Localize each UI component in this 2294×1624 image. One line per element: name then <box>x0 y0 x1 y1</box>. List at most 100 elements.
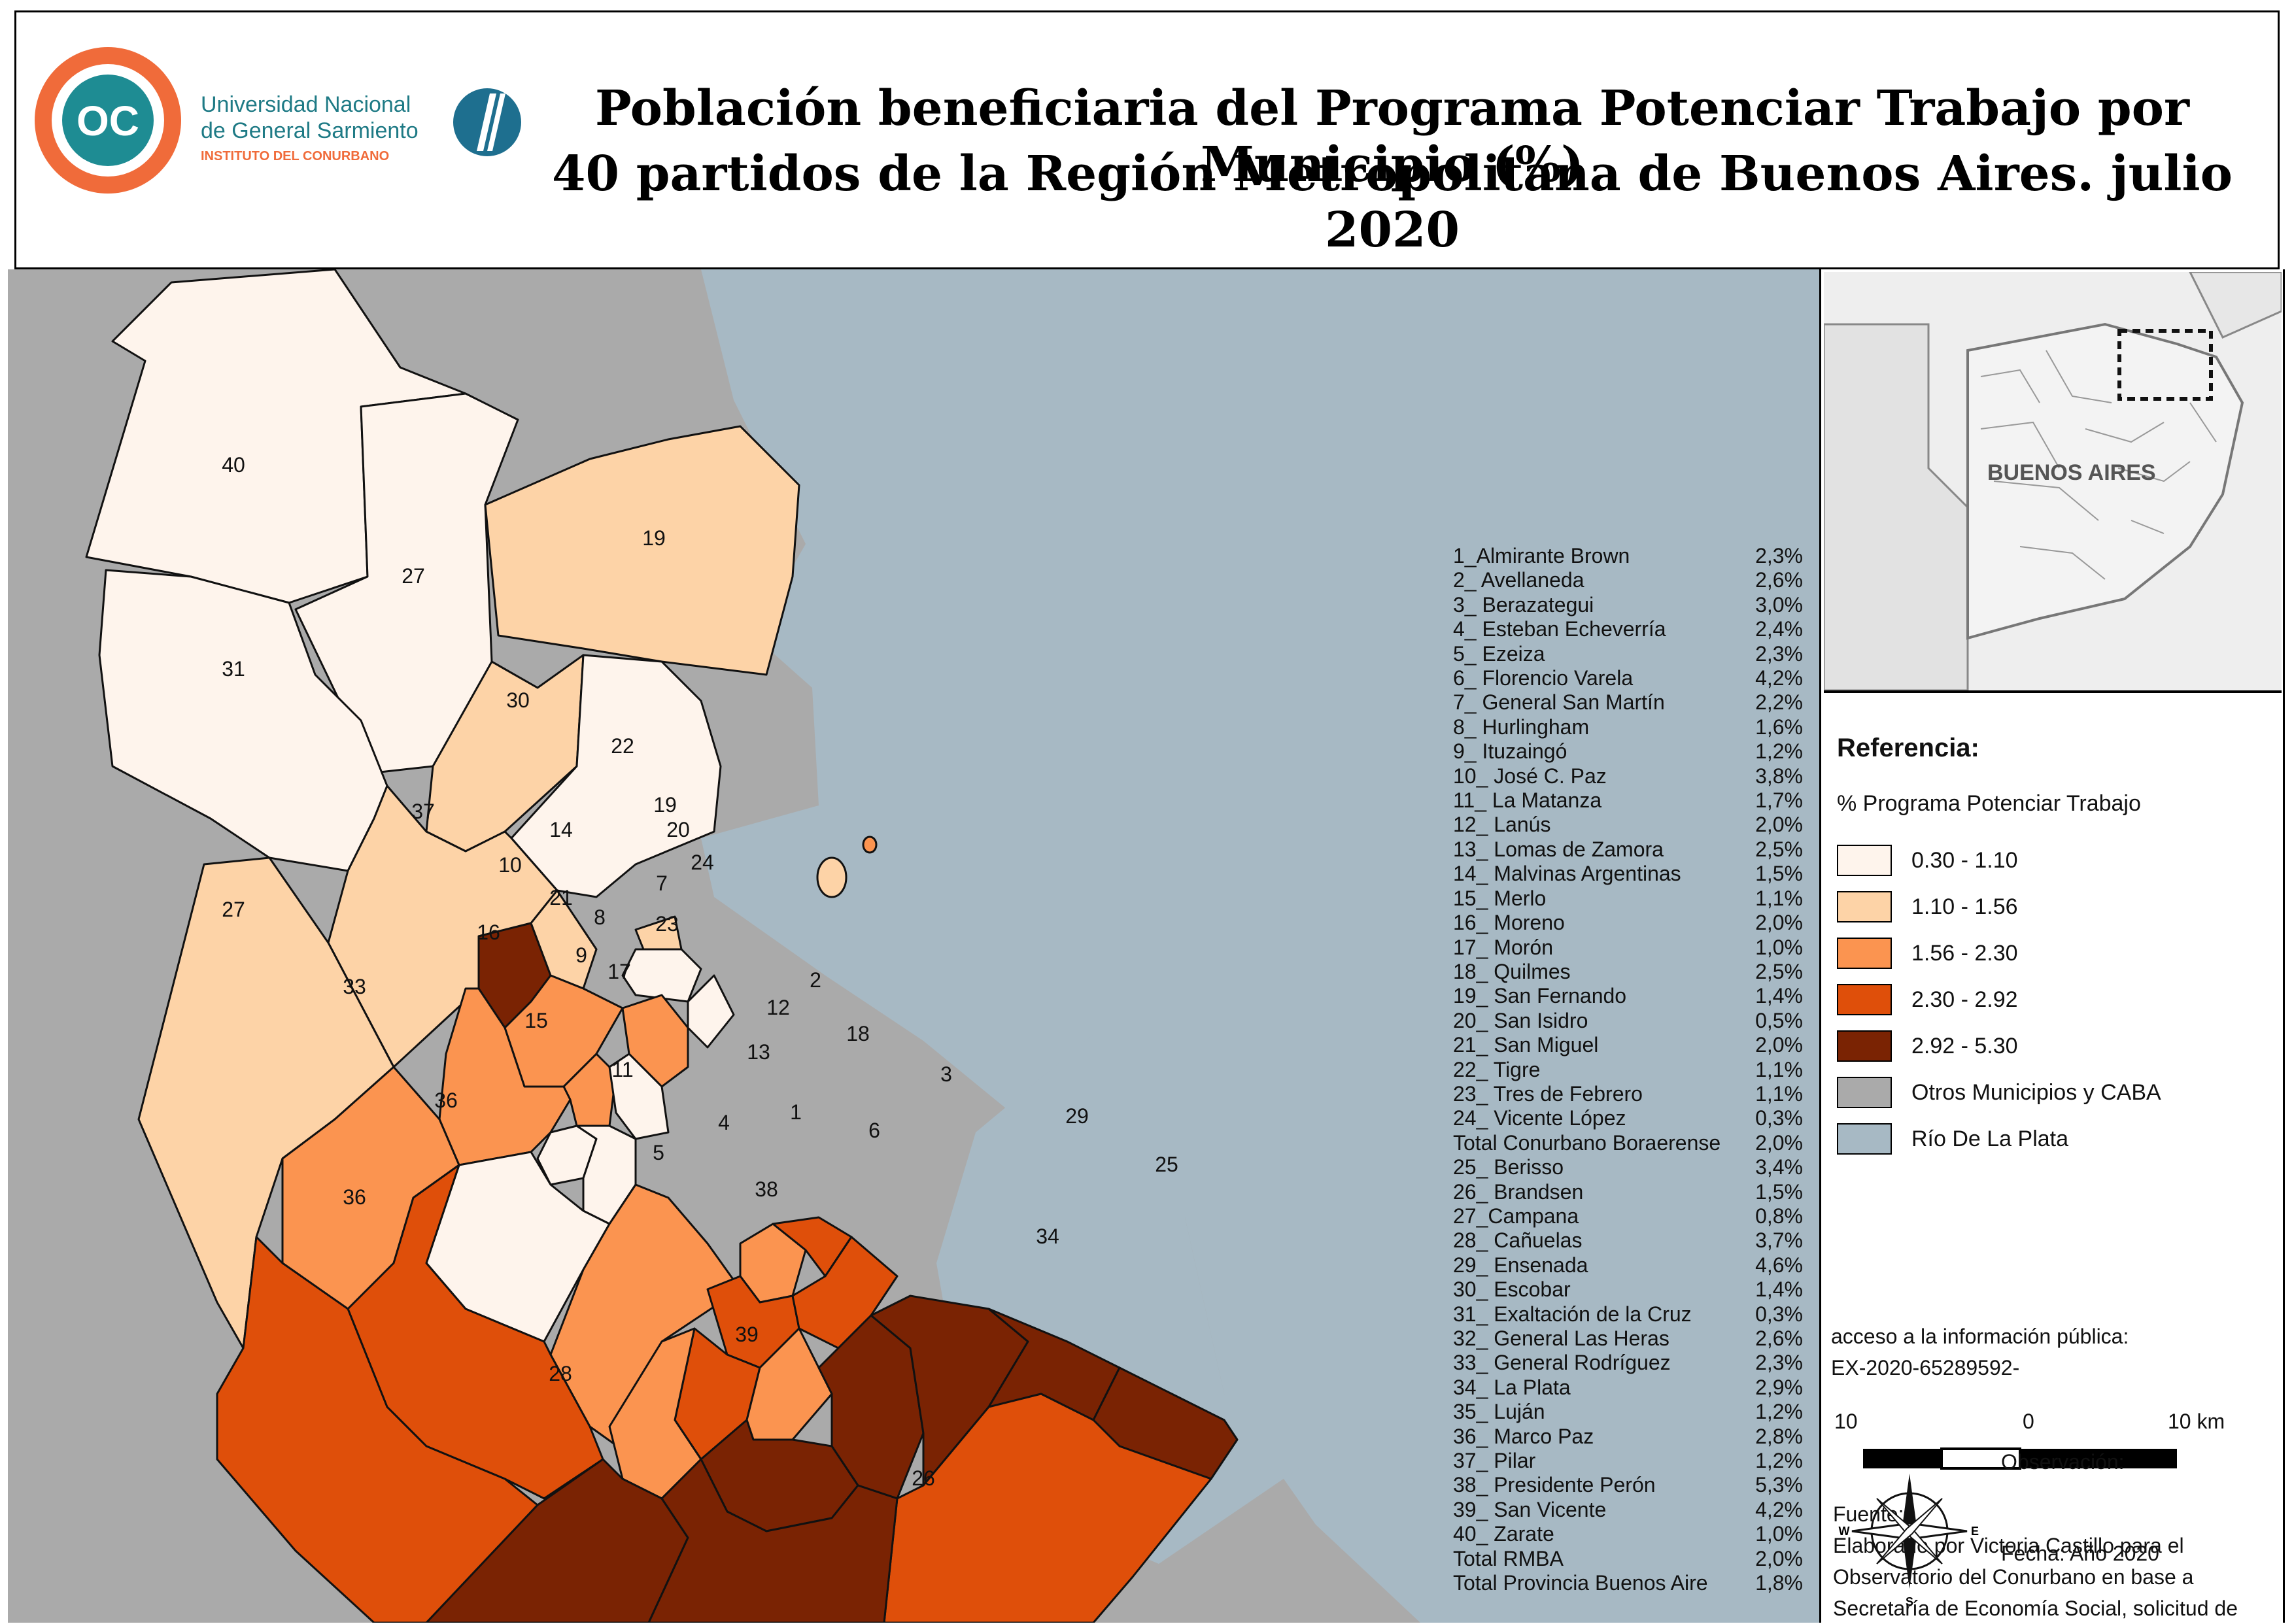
legend-swatch <box>1837 984 1892 1015</box>
stat-name: 19_ San Fernando <box>1453 984 1627 1008</box>
stat-name: 13_ Lomas de Zamora <box>1453 837 1664 861</box>
source-line2: Observatorio del Conurbano en base a <box>1833 1565 2194 1589</box>
stat-value: 2,5% <box>1755 837 1803 861</box>
stat-row: 20_ San Isidro 0,5% <box>1453 1009 1803 1033</box>
stat-value: 0,3% <box>1755 1106 1803 1130</box>
stat-name: 25_ Berisso <box>1453 1155 1564 1179</box>
inset-locator-map: BUENOS AIRES <box>1824 272 2282 693</box>
stat-value: 2,3% <box>1755 1351 1803 1375</box>
label-m18: 18 <box>846 1022 870 1045</box>
stat-row: 24_ Vicente López 0,3% <box>1453 1106 1803 1130</box>
scale-seg-2 <box>1940 1447 2021 1470</box>
map-title-line1: Población beneficiaria del Programa Pote… <box>595 80 2189 193</box>
stat-value: 2,0% <box>1755 1546 1803 1570</box>
stat-value: 4,2% <box>1755 1497 1803 1521</box>
stat-value: 2,0% <box>1755 1033 1803 1057</box>
inset-uruguay <box>2189 272 2282 339</box>
inset-rmba-box <box>2117 329 2213 401</box>
municipio-16 <box>438 987 572 1166</box>
institution-line1: Universidad Nacional <box>201 92 411 117</box>
map-title-line2: 40 partidos de la Región Metropolitana d… <box>551 146 2233 258</box>
label-m13: 13 <box>747 1040 770 1064</box>
stat-value: 0,8% <box>1755 1204 1803 1228</box>
stat-row: 8_ Hurlingham 1,6% <box>1453 715 1803 739</box>
stat-row: 10_ José C. Paz 3,8% <box>1453 764 1803 788</box>
label-m9: 9 <box>575 943 587 967</box>
label-m29: 29 <box>1065 1104 1089 1128</box>
stat-name: 40_ Zarate <box>1453 1522 1554 1546</box>
label-m1: 1 <box>790 1100 802 1124</box>
label-m25: 25 <box>1155 1153 1178 1176</box>
stat-row: 19_ San Fernando 1,4% <box>1453 984 1803 1008</box>
municipio-22 <box>510 654 722 898</box>
rio-de-la-plata <box>701 269 1819 1623</box>
stat-value: 1,0% <box>1755 1522 1803 1546</box>
stat-row: 40_ Zarate 1,0% <box>1453 1522 1803 1546</box>
inset-province-outline <box>1966 322 2244 640</box>
label-m3: 3 <box>940 1062 952 1086</box>
scale-seg-1 <box>1863 1449 1942 1468</box>
stat-name: 8_ Hurlingham <box>1453 715 1590 739</box>
stat-name: Total Conurbano Boraerense <box>1453 1130 1721 1155</box>
stat-name: 2_ Avellaneda <box>1453 568 1584 592</box>
stat-value: 2,3% <box>1755 544 1803 567</box>
legend-label: 0.30 - 1.10 <box>1911 847 2018 873</box>
stat-name: 1_Almirante Brown <box>1453 544 1630 567</box>
stat-value: 4,2% <box>1755 666 1803 690</box>
stat-name: 20_ San Isidro <box>1453 1008 1588 1032</box>
label-m10: 10 <box>498 853 522 877</box>
stat-row: 27_Campana 0,8% <box>1453 1204 1803 1228</box>
legend-swatch <box>1837 845 1892 876</box>
fecha-label: Fecha: Año 2020 <box>2001 1542 2159 1565</box>
stat-name: 10_ José C. Paz <box>1453 764 1607 788</box>
stat-name: 29_ Ensenada <box>1453 1253 1588 1277</box>
stat-value: 2,0% <box>1755 911 1803 935</box>
stat-name: 36_ Marco Paz <box>1453 1424 1594 1448</box>
stat-row: 26_ Brandsen 1,5% <box>1453 1180 1803 1204</box>
label-m19b: 19 <box>653 793 677 817</box>
legend-item: Otros Municipios y CABA <box>1837 1074 2161 1111</box>
stat-name: 37_ Pilar <box>1453 1449 1536 1473</box>
compass-diag-2 <box>1876 1498 1943 1565</box>
municipio-19-isla <box>484 425 800 676</box>
stat-value: 2,5% <box>1755 959 1803 983</box>
legend-label: 2.92 - 5.30 <box>1911 1033 2018 1058</box>
stat-value: 2,2% <box>1755 690 1803 715</box>
compass-rose: N S E W <box>1839 1455 1979 1608</box>
stat-row: 32_ General Las Heras 2,6% <box>1453 1327 1803 1351</box>
scale-seg-3 <box>2020 1449 2177 1468</box>
stat-name: 35_ Luján <box>1453 1400 1545 1424</box>
stat-row: 1_Almirante Brown 2,3% <box>1453 544 1803 568</box>
source-line4: acceso a la información pública: <box>1831 1325 2129 1348</box>
legend-label: 1.10 - 1.56 <box>1911 894 2018 919</box>
stat-row: 14_ Malvinas Argentinas 1,5% <box>1453 862 1803 886</box>
label-m28: 28 <box>549 1362 572 1385</box>
municipality-stats-list: 1_Almirante Brown 2,3% 2_ Avellaneda 2,6% 3_… <box>1453 544 1803 1595</box>
legend-item: Río De La Plata <box>1837 1121 2068 1157</box>
stat-row: 23_ Tres de Febrero 1,1% <box>1453 1082 1803 1106</box>
legend-swatch <box>1837 891 1892 922</box>
compass-e: E <box>1971 1525 1979 1538</box>
label-m34: 34 <box>1036 1225 1059 1248</box>
stat-row: 29_ Ensenada 4,6% <box>1453 1253 1803 1277</box>
legend: Referencia: % Programa Potenciar Trabajo… <box>1821 694 2283 1620</box>
stat-name: Total Provincia Buenos Aire <box>1453 1571 1708 1595</box>
stat-value: 2,4% <box>1755 617 1803 641</box>
stat-name: 33_ General Rodríguez <box>1453 1351 1671 1375</box>
municipio-24 <box>687 974 735 1049</box>
label-m27b: 27 <box>222 898 245 921</box>
emblem-slashes <box>477 93 505 151</box>
scale-label-center: 0 <box>2023 1410 2034 1433</box>
header: OC Universidad Nacional de General Sarmi… <box>14 10 2280 269</box>
label-m24: 24 <box>691 851 714 874</box>
stat-row: 6_ Florencio Varela 4,2% <box>1453 666 1803 690</box>
stat-name: 3_ Berazategui <box>1453 592 1594 617</box>
stat-value: 4,6% <box>1755 1253 1803 1277</box>
stat-name: 14_ Malvinas Argentinas <box>1453 862 1681 886</box>
municipio-20 <box>621 948 702 1003</box>
stat-value: 0,3% <box>1755 1302 1803 1326</box>
stat-value: 2,3% <box>1755 641 1803 666</box>
stat-row: 21_ San Miguel 2,0% <box>1453 1033 1803 1057</box>
stat-value: 2,6% <box>1755 1327 1803 1350</box>
municipio-37 <box>327 785 558 1068</box>
